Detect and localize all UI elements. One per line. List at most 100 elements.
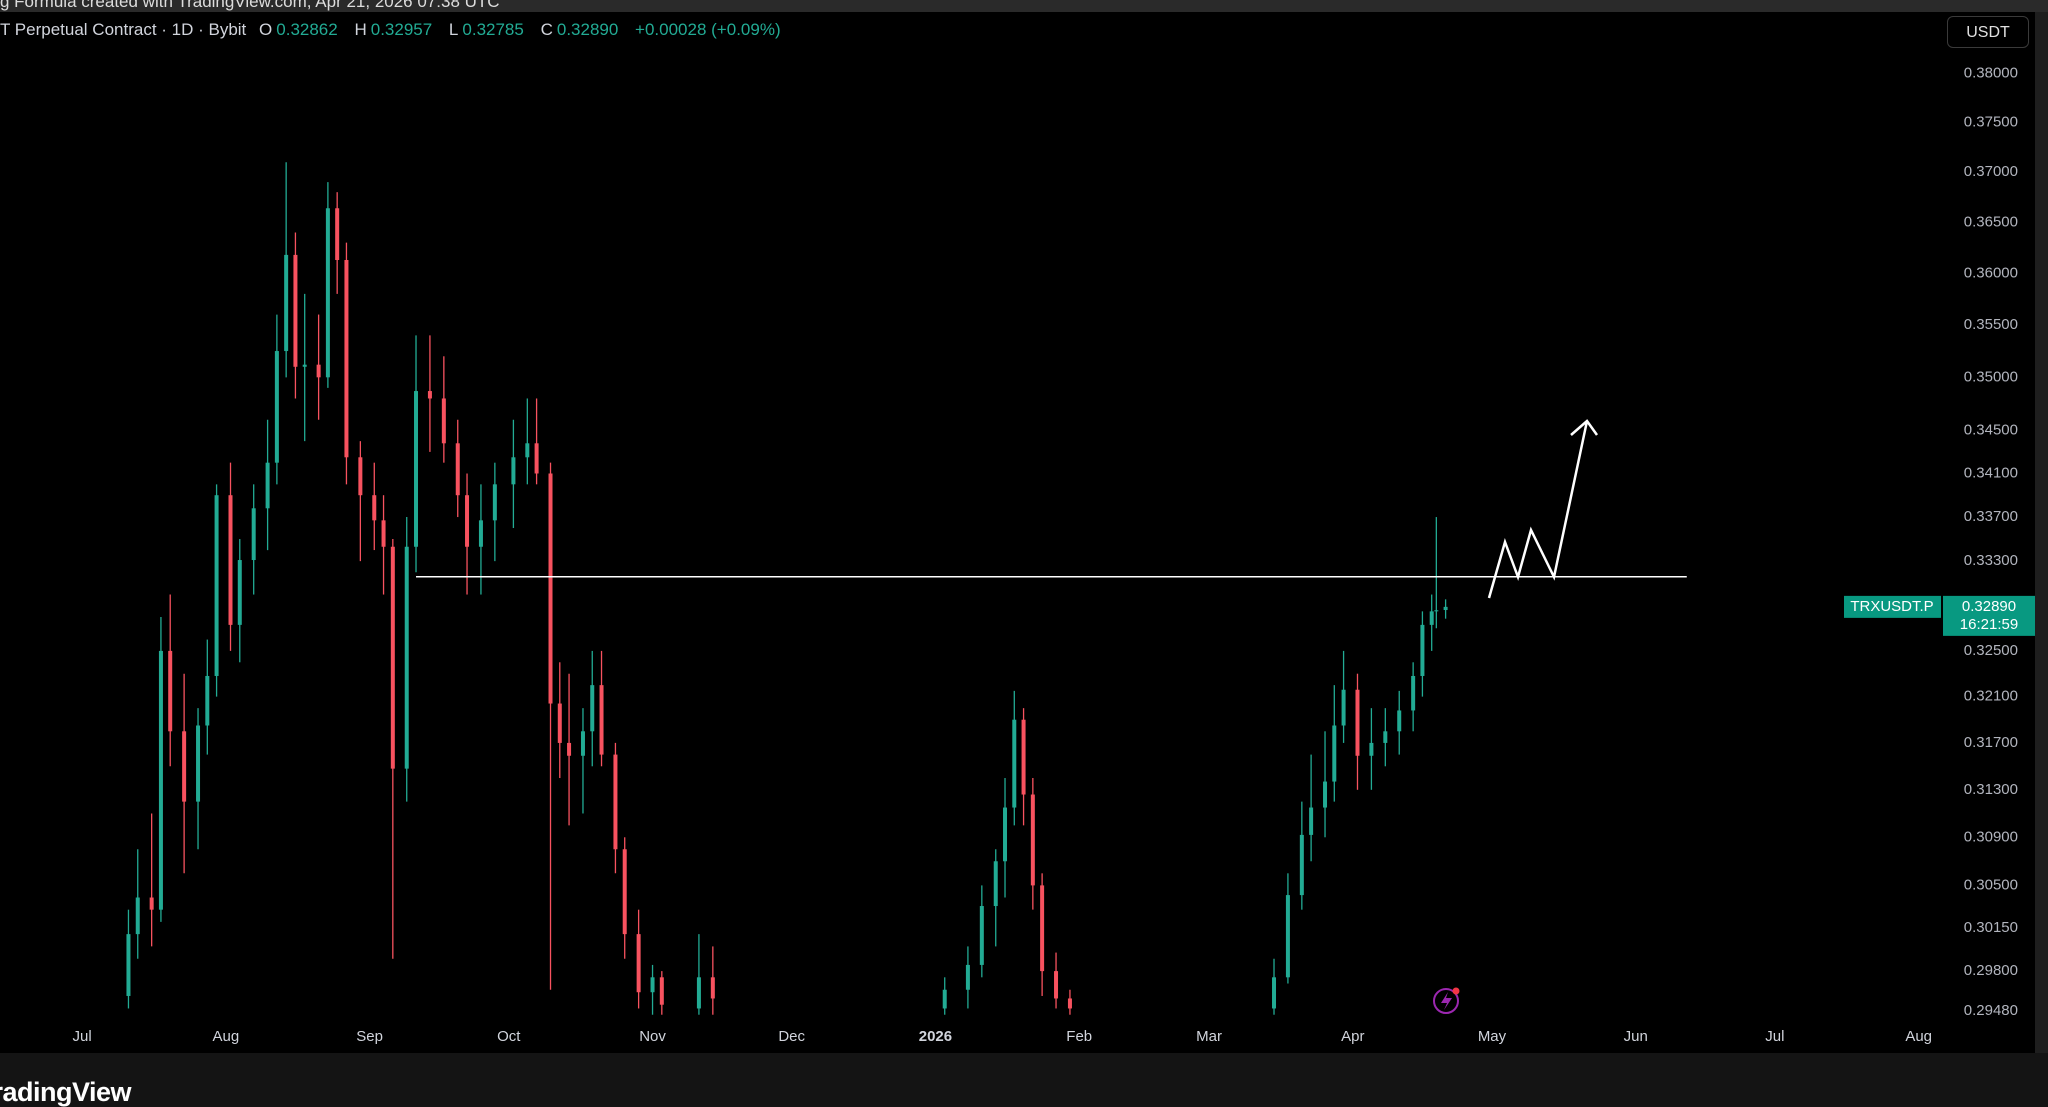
candle-body <box>511 457 516 485</box>
symbol: T Perpetual Contract · 1D · Bybit <box>0 20 247 39</box>
candle-body <box>478 520 483 547</box>
currency-button[interactable]: USDT <box>1947 16 2029 48</box>
x-tick-label: Aug <box>213 1028 240 1045</box>
x-tick-label: Jul <box>1765 1028 1784 1045</box>
candle-body <box>427 391 432 399</box>
x-tick-label: 2026 <box>919 1028 952 1045</box>
y-tick-label: 0.35000 <box>1964 368 2018 385</box>
candle-body <box>196 725 201 802</box>
x-tick-label: Feb <box>1066 1028 1092 1045</box>
candle-body <box>1434 610 1439 612</box>
candle-body <box>1021 719 1026 795</box>
candle-body <box>696 977 701 1009</box>
x-tick-label: Oct <box>497 1028 521 1045</box>
watermark: g Formula created with TradingView.com, … <box>0 0 500 11</box>
price-tag <box>1943 595 2035 636</box>
candle-body <box>650 977 655 993</box>
ohlc-value: 0.32890 <box>556 20 619 39</box>
ohlc-key: O <box>259 20 273 39</box>
candle-body <box>237 560 242 625</box>
y-tick-label: 0.34500 <box>1964 421 2018 438</box>
brand-logo: TradingView <box>0 1077 132 1107</box>
candle-body <box>1420 624 1425 676</box>
countdown-text: 16:21:59 <box>1960 616 2018 633</box>
candle-body <box>214 495 219 676</box>
y-tick-label: 0.30900 <box>1964 828 2018 845</box>
projection-arrowhead <box>1570 419 1599 436</box>
candle-body <box>1285 895 1290 978</box>
candle-body <box>1054 971 1059 999</box>
y-tick-label: 0.37500 <box>1964 114 2018 131</box>
candle-body <box>590 685 595 732</box>
candle-body <box>557 703 562 743</box>
y-tick-label: 0.30150 <box>1964 919 2018 936</box>
candle-body <box>358 457 363 496</box>
y-tick-label: 0.37000 <box>1964 163 2018 180</box>
candle-body <box>158 650 163 910</box>
projection-path <box>1487 420 1589 599</box>
candle-body <box>1323 781 1328 808</box>
candle-body <box>1369 742 1374 756</box>
candle-body <box>182 731 187 802</box>
ohlc-value: 0.32785 <box>462 20 524 39</box>
y-tick-label: 0.35500 <box>1964 316 2018 333</box>
ohlc-value: 0.32957 <box>370 20 433 39</box>
x-tick-label: Aug <box>1905 1028 1932 1045</box>
y-tick-label: 0.36000 <box>1964 264 2018 281</box>
candle-body <box>534 443 539 474</box>
candle-body <box>228 495 233 625</box>
x-tick-label: Mar <box>1196 1028 1222 1045</box>
candle-body <box>1411 675 1416 711</box>
symbol-tag <box>1844 595 1941 618</box>
candle-body <box>344 260 349 458</box>
right-border <box>2035 0 2048 1107</box>
x-tick-label: Jun <box>1624 1028 1648 1045</box>
candle-body <box>465 495 470 547</box>
candle-body <box>599 685 604 755</box>
x-tick-label: Nov <box>639 1028 666 1045</box>
plot-area <box>126 162 1687 1015</box>
candle-body <box>1443 606 1448 611</box>
candle-body <box>1030 794 1035 886</box>
candle-body <box>404 546 409 769</box>
y-tick-label: 0.33300 <box>1964 552 2018 569</box>
candle-body <box>168 650 173 732</box>
candle-body <box>567 742 572 756</box>
x-tick-label: Dec <box>778 1028 805 1045</box>
candle-body <box>135 897 140 935</box>
candle-body <box>942 989 947 1009</box>
candle-body <box>1332 725 1337 782</box>
candle-body <box>335 208 340 261</box>
ohlc-key: L <box>448 20 459 39</box>
candle-body <box>1067 998 1072 1009</box>
candle-body <box>548 473 553 704</box>
candle-body <box>1040 885 1045 972</box>
candle-body <box>636 934 641 993</box>
footer <box>0 1053 2048 1107</box>
candle-body <box>1383 731 1388 743</box>
y-tick-label: 0.32500 <box>1964 642 2018 659</box>
y-tick-label: 0.31300 <box>1964 781 2018 798</box>
candle-body <box>1272 977 1277 1009</box>
candle-body <box>979 906 984 965</box>
candle-body <box>381 520 386 547</box>
candle-body <box>1397 710 1402 732</box>
ohlc-value: 0.32862 <box>276 20 338 39</box>
candle-body <box>325 208 330 378</box>
candle-body <box>1355 689 1360 756</box>
candle-body <box>372 495 377 521</box>
candle-body <box>390 546 395 769</box>
y-tick-label: 0.36500 <box>1964 213 2018 230</box>
candle-body <box>1299 834 1304 896</box>
candle-body <box>284 254 289 352</box>
candle-body <box>525 443 530 458</box>
candle-body <box>710 977 715 999</box>
candle-body <box>251 508 256 561</box>
candle-body <box>316 364 321 378</box>
candle-body <box>613 754 618 850</box>
candle-body <box>965 964 970 990</box>
top-strip: g Formula created with TradingView.com, … <box>0 0 2048 12</box>
candle-body <box>1003 807 1008 862</box>
x-tick-label: Jul <box>72 1028 91 1045</box>
